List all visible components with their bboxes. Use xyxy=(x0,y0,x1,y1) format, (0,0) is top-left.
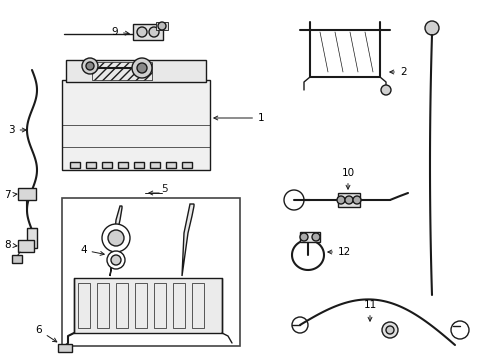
Text: 12: 12 xyxy=(327,247,350,257)
Circle shape xyxy=(107,251,125,269)
Circle shape xyxy=(352,196,360,204)
Text: 1: 1 xyxy=(213,113,264,123)
Bar xyxy=(173,283,184,328)
Bar xyxy=(27,228,37,248)
Circle shape xyxy=(311,233,319,241)
Bar xyxy=(70,162,80,168)
Text: 11: 11 xyxy=(363,300,376,321)
Bar xyxy=(154,283,165,328)
Polygon shape xyxy=(182,204,194,276)
Bar xyxy=(18,240,34,252)
Text: 4: 4 xyxy=(80,245,104,255)
Bar xyxy=(58,344,72,352)
Circle shape xyxy=(385,326,393,334)
Circle shape xyxy=(137,27,147,37)
Bar xyxy=(182,162,192,168)
Text: 2: 2 xyxy=(389,67,406,77)
Bar xyxy=(134,162,143,168)
Bar xyxy=(92,62,152,80)
Bar xyxy=(102,162,112,168)
Circle shape xyxy=(424,21,438,35)
Circle shape xyxy=(108,230,124,246)
Bar xyxy=(135,283,147,328)
Bar xyxy=(165,162,176,168)
Text: 9: 9 xyxy=(111,27,129,37)
Polygon shape xyxy=(110,206,122,276)
Bar xyxy=(156,22,168,30)
Bar xyxy=(299,232,319,242)
Circle shape xyxy=(111,255,121,265)
Circle shape xyxy=(336,196,345,204)
Text: 8: 8 xyxy=(4,240,17,250)
Circle shape xyxy=(86,62,94,70)
Bar xyxy=(12,255,22,263)
Text: 3: 3 xyxy=(8,125,26,135)
Circle shape xyxy=(380,85,390,95)
Circle shape xyxy=(82,58,98,74)
Bar xyxy=(74,278,222,333)
Bar xyxy=(66,60,205,82)
Bar xyxy=(86,162,96,168)
Circle shape xyxy=(102,224,130,252)
Bar xyxy=(118,162,128,168)
Circle shape xyxy=(149,27,159,37)
Circle shape xyxy=(381,322,397,338)
Bar xyxy=(97,283,109,328)
Circle shape xyxy=(158,22,165,30)
Circle shape xyxy=(345,196,352,204)
Circle shape xyxy=(299,233,307,241)
Bar xyxy=(337,193,359,207)
Text: 10: 10 xyxy=(341,168,354,189)
Bar xyxy=(18,188,36,200)
Circle shape xyxy=(132,58,152,78)
Circle shape xyxy=(137,63,147,73)
Bar xyxy=(192,283,203,328)
Bar xyxy=(116,283,128,328)
Bar xyxy=(150,162,160,168)
Bar xyxy=(133,24,163,40)
Text: 5: 5 xyxy=(162,184,168,194)
Bar xyxy=(62,80,209,170)
Bar xyxy=(78,283,90,328)
Text: 6: 6 xyxy=(35,325,57,342)
Bar xyxy=(62,198,240,346)
Text: 7: 7 xyxy=(4,190,17,200)
